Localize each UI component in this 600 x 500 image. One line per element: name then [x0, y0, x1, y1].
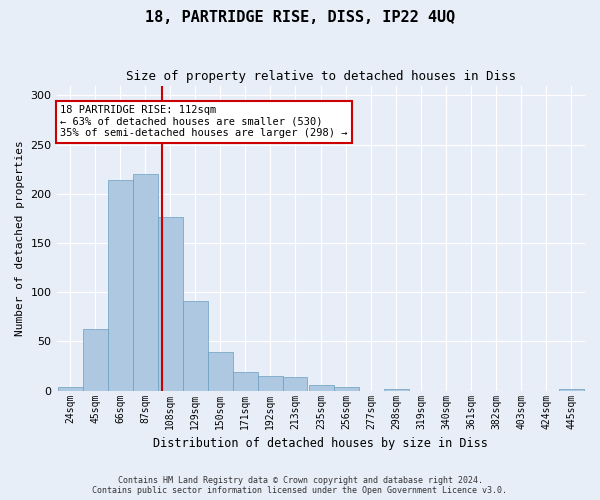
Bar	[133, 174, 158, 390]
Bar	[384, 388, 409, 390]
Bar	[83, 328, 107, 390]
Bar	[334, 386, 359, 390]
Text: 18, PARTRIDGE RISE, DISS, IP22 4UQ: 18, PARTRIDGE RISE, DISS, IP22 4UQ	[145, 10, 455, 25]
Text: Contains HM Land Registry data © Crown copyright and database right 2024.
Contai: Contains HM Land Registry data © Crown c…	[92, 476, 508, 495]
Text: 18 PARTRIDGE RISE: 112sqm
← 63% of detached houses are smaller (530)
35% of semi: 18 PARTRIDGE RISE: 112sqm ← 63% of detac…	[60, 105, 347, 138]
Bar	[158, 218, 182, 390]
Bar	[309, 384, 334, 390]
Bar	[108, 180, 133, 390]
Bar	[283, 377, 307, 390]
Title: Size of property relative to detached houses in Diss: Size of property relative to detached ho…	[126, 70, 516, 83]
Bar	[258, 376, 283, 390]
Bar	[559, 388, 584, 390]
X-axis label: Distribution of detached houses by size in Diss: Distribution of detached houses by size …	[154, 437, 488, 450]
Bar	[208, 352, 233, 391]
Y-axis label: Number of detached properties: Number of detached properties	[15, 140, 25, 336]
Bar	[58, 386, 83, 390]
Bar	[183, 301, 208, 390]
Bar	[233, 372, 257, 390]
